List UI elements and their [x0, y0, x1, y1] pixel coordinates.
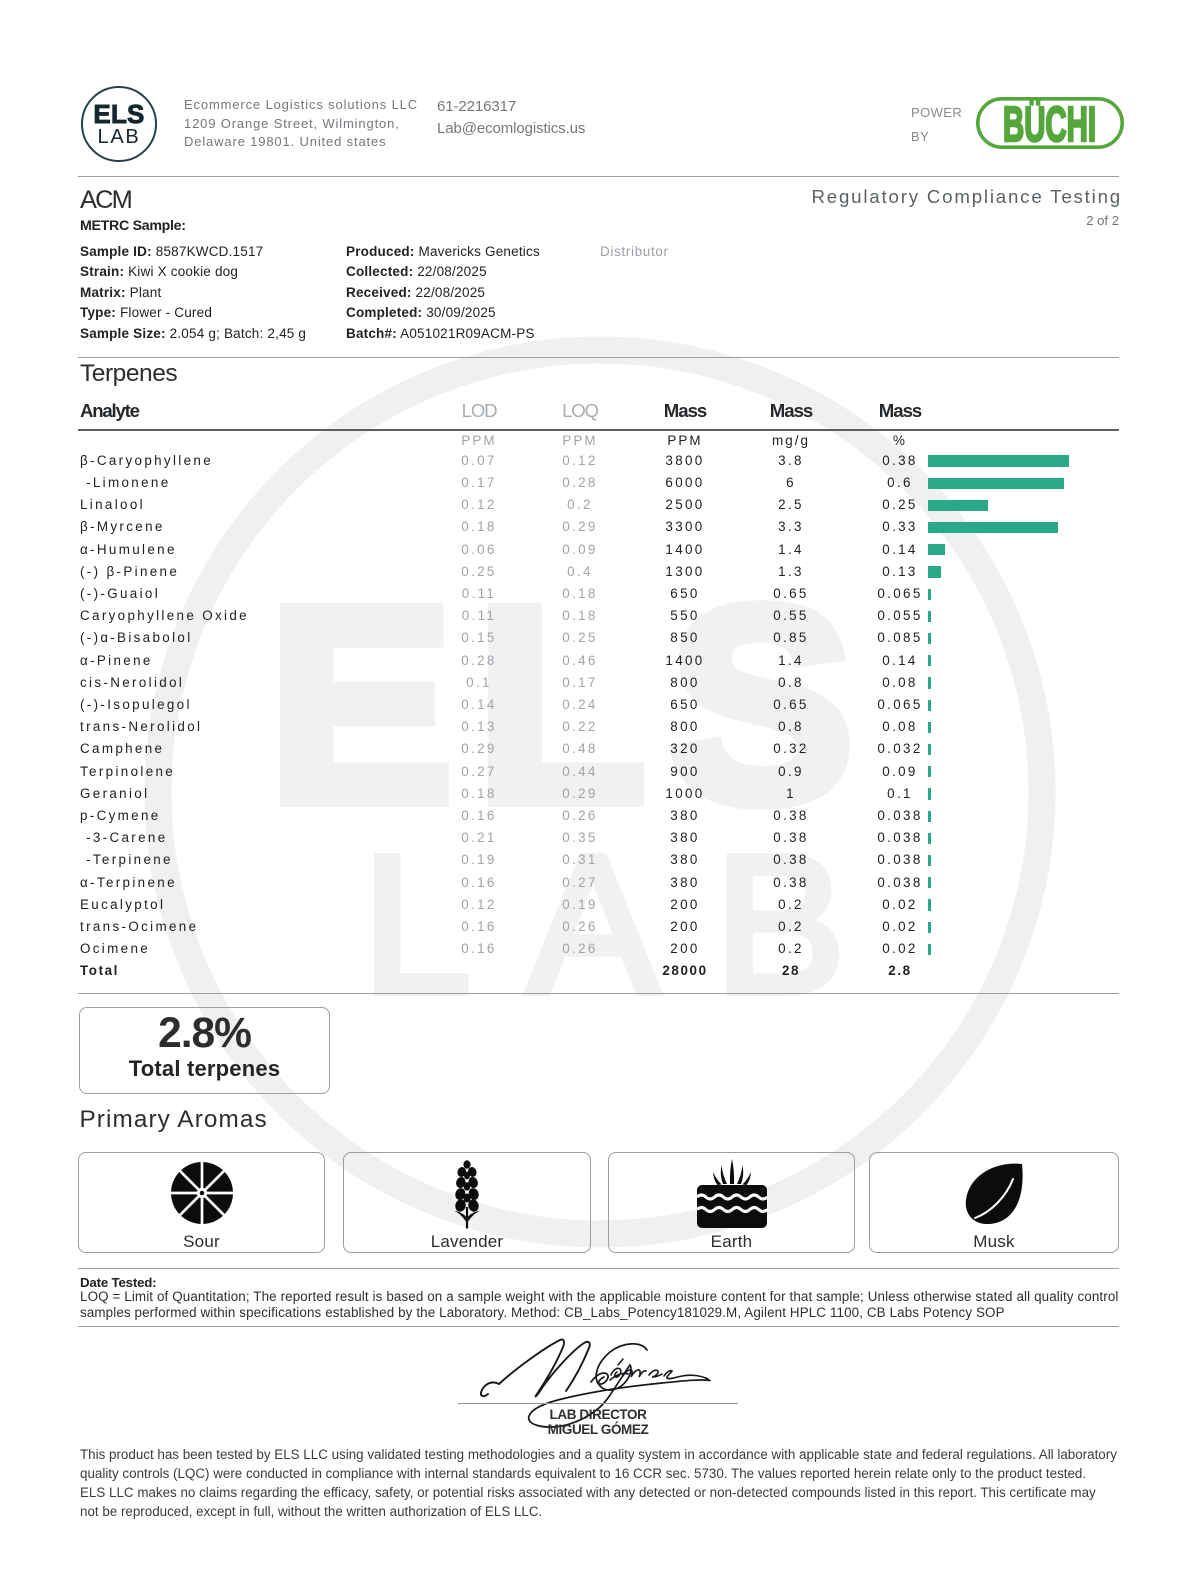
svg-text:LAB: LAB — [362, 815, 902, 1034]
svg-text:ELS: ELS — [269, 551, 878, 859]
svg-text:BÜCHI: BÜCHI — [1003, 98, 1096, 149]
